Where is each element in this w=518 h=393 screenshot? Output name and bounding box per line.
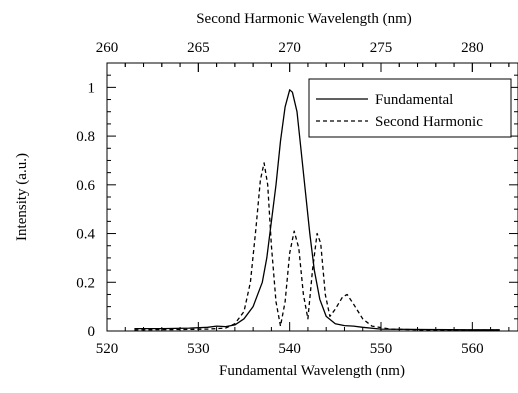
top-tick-label: 265 xyxy=(187,40,210,56)
top-tick-label: 275 xyxy=(370,40,393,56)
legend-box xyxy=(308,78,512,138)
top-tick-label: 270 xyxy=(278,40,301,56)
y-tick-label: 1 xyxy=(88,80,96,96)
series-line-fundamental xyxy=(134,89,500,331)
y-tick-label: 0.2 xyxy=(76,275,95,291)
x-tick-label: 530 xyxy=(187,341,210,357)
x-tick-label: 560 xyxy=(461,341,484,357)
series-line-second-harmonic xyxy=(134,162,500,331)
top-tick-label: 260 xyxy=(96,40,119,56)
axes-layer: 520 530 540 550 560 260 265 270 275 280 0 0.2 0.4 0.6… xyxy=(76,40,518,357)
x-tick-label: 550 xyxy=(370,341,393,357)
y-tick-label: 0.4 xyxy=(76,227,95,243)
y-tick-label: 0 xyxy=(88,324,96,340)
top-tick-label: 280 xyxy=(461,40,484,56)
top-axis-title: Second Harmonic Wavelength (nm) xyxy=(196,11,412,27)
legend-label-second-harmonic: Second Harmonic xyxy=(375,114,483,130)
y-axis-title: Intensity (a.u.) xyxy=(14,153,30,241)
x-tick-label: 520 xyxy=(96,341,119,357)
x-tick-label: 540 xyxy=(278,341,301,357)
x-axis-title: Fundamental Wavelength (nm) xyxy=(219,363,405,379)
legend-label-fundamental: Fundamental xyxy=(375,92,453,108)
y-tick-label: 0.6 xyxy=(76,178,95,194)
y-tick-label: 0.8 xyxy=(76,129,95,145)
legend: Fundamental Second Harmonic xyxy=(308,78,512,138)
series-layer xyxy=(134,89,500,331)
